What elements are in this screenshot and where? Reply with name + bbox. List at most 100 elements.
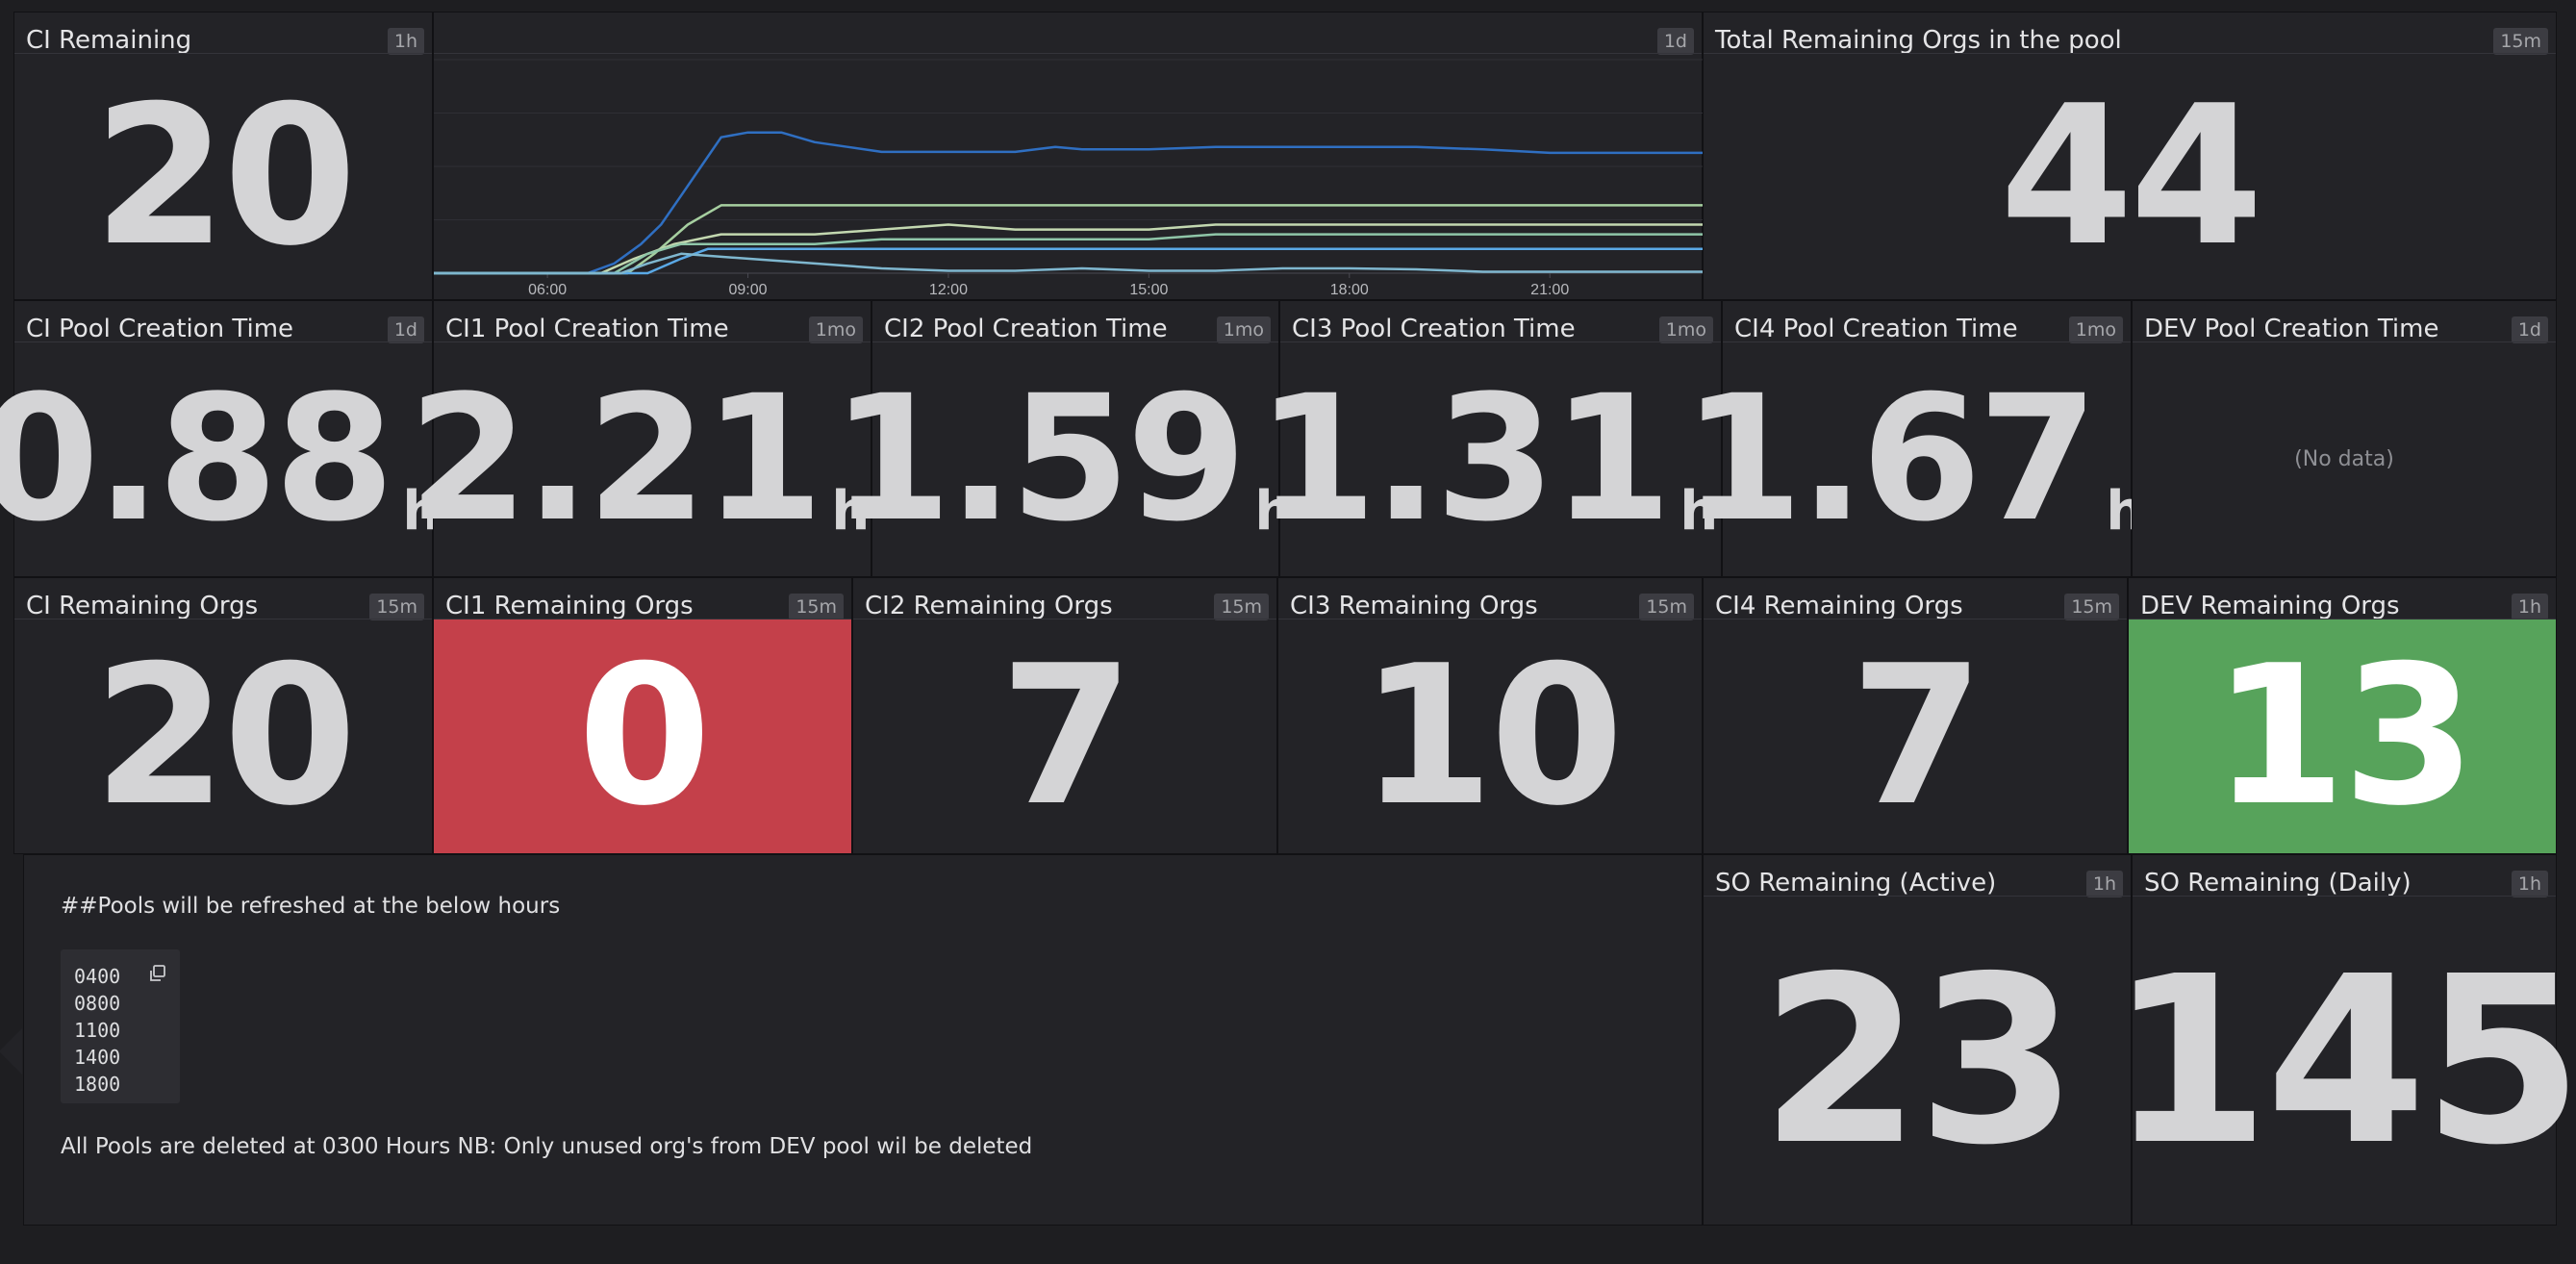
time-range-badge: 1d (2511, 316, 2548, 343)
header-divider (14, 53, 432, 54)
time-range-badge: 1mo (1658, 316, 1713, 343)
ci-pool-creation-time-panel[interactable]: CI Pool Creation Time 1d 0.88hr (0, 300, 467, 577)
panel-notch (0, 1028, 22, 1074)
refresh-hour: 0800 (74, 992, 121, 1015)
header-divider (1704, 896, 2131, 897)
header-divider (1704, 53, 2556, 54)
panel-title[interactable]: CI Remaining Orgs (26, 592, 259, 620)
stat-value: 20 (92, 624, 357, 848)
stat-value: 44 (1999, 64, 2263, 289)
time-range-badge: 1h (2511, 871, 2548, 897)
panel-title[interactable]: CI3 Remaining Orgs (1290, 592, 1538, 620)
x-tick-label: 15:00 (1129, 282, 1168, 298)
stat-value: 1.59 (831, 359, 1247, 560)
total-remaining-panel[interactable]: Total Remaining Orgs in the pool 15m 44 (1703, 12, 2557, 300)
panel-title[interactable]: CI Pool Creation Time (26, 315, 294, 343)
refresh-hour: 1100 (74, 1019, 121, 1042)
dev-remaining-orgs-panel[interactable]: DEV Remaining Orgs 1h 13 (2128, 577, 2557, 854)
stat-value: 7 (1850, 624, 1983, 848)
header-divider (1280, 341, 1721, 342)
ci-remaining-orgs-panel[interactable]: CI Remaining Orgs 15m 20 (13, 577, 433, 854)
stat-value: 23 (1760, 925, 2078, 1196)
time-range-badge: 15m (369, 594, 424, 620)
panel-title[interactable]: SO Remaining (Daily) (2144, 869, 2412, 897)
x-tick-label: 12:00 (929, 282, 968, 298)
time-range-badge: 1mo (2068, 316, 2123, 343)
time-range-badge: 15m (789, 594, 844, 620)
ci3-remaining-orgs-panel[interactable]: CI3 Remaining Orgs 15m 10 (1277, 577, 1703, 854)
ci1-pool-creation-time-panel[interactable]: CI1 Pool Creation Time 1mo 2.21 hr (408, 300, 897, 577)
panel-title[interactable]: CI Remaining (26, 26, 192, 55)
status-background-ok: 13 (2129, 619, 2556, 853)
refresh-notes-panel[interactable]: ##Pools will be refreshed at the below h… (0, 854, 1703, 1226)
header-divider (1723, 341, 2131, 342)
stat-value: 20 (92, 64, 357, 289)
series-line-6[interactable] (434, 252, 1704, 275)
header-divider (434, 341, 871, 342)
ci1-remaining-orgs-panel[interactable]: CI1 Remaining Orgs 15m 0 (433, 577, 852, 854)
ci2-pool-creation-time-panel[interactable]: CI2 Pool Creation Time 1mo 1.59hr (831, 300, 1320, 577)
panel-title[interactable]: CI2 Pool Creation Time (884, 315, 1168, 343)
x-tick-label: 06:00 (528, 282, 567, 298)
ci4-pool-creation-time-panel[interactable]: CI4 Pool Creation Time 1mo 1.67hr (1682, 300, 2171, 577)
refresh-hour: 0400 (74, 965, 121, 988)
time-range-badge: 15m (2493, 28, 2548, 55)
panel-title[interactable]: DEV Remaining Orgs (2140, 592, 2400, 620)
panel-title[interactable]: SO Remaining (Active) (1715, 869, 1997, 897)
panel-title[interactable]: CI4 Pool Creation Time (1734, 315, 2018, 343)
status-background-critical: 0 (434, 619, 851, 853)
so-remaining-active-panel[interactable]: SO Remaining (Active) 1h 23 (1703, 854, 2132, 1226)
ci-remaining-panel[interactable]: CI Remaining 1h 20 (13, 12, 433, 300)
stat-value: 13 (2211, 624, 2476, 848)
so-remaining-daily-panel[interactable]: SO Remaining (Daily) 1h 145 (2109, 854, 2576, 1226)
header-divider (14, 341, 432, 342)
header-divider (2133, 896, 2556, 897)
time-range-badge: 1d (387, 316, 424, 343)
stat-value: 2.21 (408, 359, 823, 560)
time-range-badge: 1mo (808, 316, 863, 343)
x-tick-label: 09:00 (729, 282, 768, 298)
pool-timeseries-panel[interactable]: 1d 06:00 09:00 12:00 15:00 18:00 21:00 (433, 12, 1704, 302)
series-line-1[interactable] (434, 131, 1704, 275)
panel-title[interactable]: CI1 Remaining Orgs (445, 592, 694, 620)
header-divider (872, 341, 1278, 342)
time-range-badge: 1h (2511, 594, 2548, 620)
line-chart[interactable]: 06:00 09:00 12:00 15:00 18:00 21:00 (434, 54, 1704, 302)
time-range-badge: 1d (1656, 28, 1694, 55)
notes-footer: All Pools are deleted at 0300 Hours NB: … (61, 1134, 1033, 1159)
stat-value: 1.31 (1256, 359, 1672, 560)
no-data-message: (No data) (2294, 447, 2394, 471)
ci2-remaining-orgs-panel[interactable]: CI2 Remaining Orgs 15m 7 (852, 577, 1277, 854)
series-line-4[interactable] (434, 233, 1704, 275)
refresh-hour: 1400 (74, 1046, 121, 1069)
panel-title[interactable]: CI4 Remaining Orgs (1715, 592, 1963, 620)
panel-title[interactable]: Total Remaining Orgs in the pool (1715, 26, 2122, 55)
panel-title[interactable]: CI1 Pool Creation Time (445, 315, 729, 343)
notes-heading: ##Pools will be refreshed at the below h… (61, 894, 561, 919)
stat-value: 10 (1359, 624, 1624, 848)
panel-title[interactable]: CI2 Remaining Orgs (865, 592, 1113, 620)
series-line-5[interactable] (434, 247, 1704, 275)
dev-pool-creation-time-panel[interactable]: DEV Pool Creation Time 1d (No data) (2132, 300, 2557, 577)
ci4-remaining-orgs-panel[interactable]: CI4 Remaining Orgs 15m 7 (1703, 577, 2128, 854)
refresh-hours-code-block: 0400 0800 1100 1400 1800 (61, 949, 180, 1103)
panel-title[interactable]: CI3 Pool Creation Time (1292, 315, 1576, 343)
ci3-pool-creation-time-panel[interactable]: CI3 Pool Creation Time 1mo 1.31 hr (1256, 300, 1745, 577)
time-range-badge: 15m (1639, 594, 1694, 620)
x-tick-label: 21:00 (1530, 282, 1569, 298)
x-tick-label: 18:00 (1330, 282, 1369, 298)
stat-value: 1.67 (1682, 359, 2098, 560)
stat-value: 7 (999, 624, 1133, 848)
time-range-badge: 15m (1214, 594, 1269, 620)
refresh-hour: 1800 (74, 1073, 121, 1096)
copy-icon[interactable] (147, 963, 168, 984)
time-range-badge: 1h (387, 28, 424, 55)
time-range-badge: 1mo (1216, 316, 1271, 343)
header-divider (434, 53, 1702, 54)
time-range-badge: 15m (2064, 594, 2119, 620)
time-range-badge: 1h (2085, 871, 2123, 897)
stat-value: 145 (2109, 925, 2576, 1196)
header-divider (2133, 341, 2556, 342)
stat-value: 0 (577, 624, 711, 848)
panel-title[interactable]: DEV Pool Creation Time (2144, 315, 2439, 343)
